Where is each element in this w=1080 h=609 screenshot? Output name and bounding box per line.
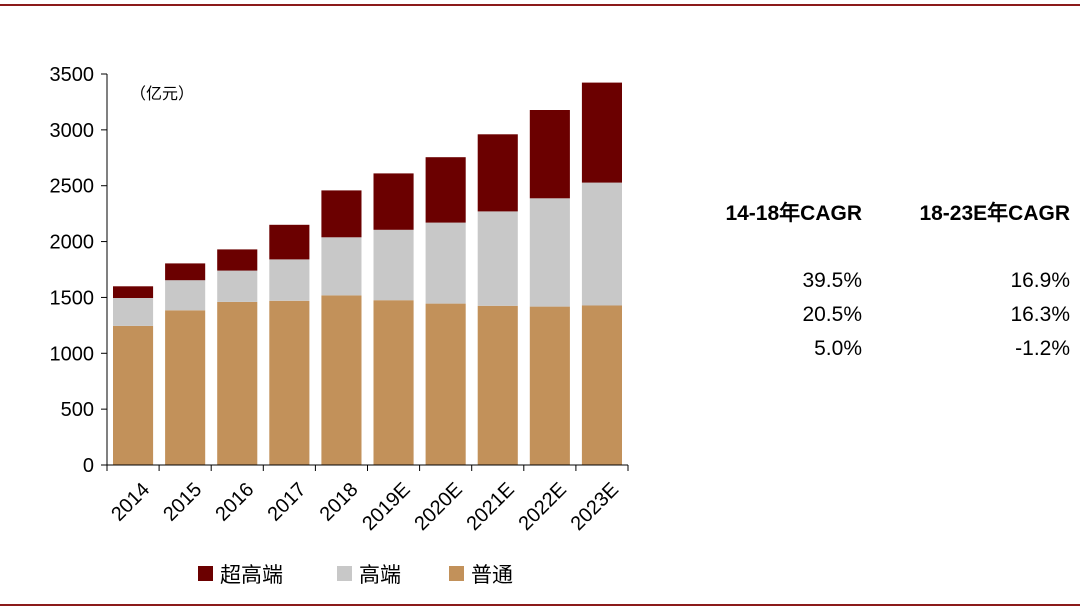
bar-segment xyxy=(269,224,310,260)
bottom-rule xyxy=(0,604,1080,606)
bar-segment xyxy=(165,280,206,311)
bar-segment xyxy=(321,295,362,465)
bar-segment xyxy=(425,222,466,304)
legend-swatch xyxy=(198,566,213,581)
bar-segment xyxy=(113,298,154,326)
cagr-value: 16.3% xyxy=(1010,303,1070,326)
bar-segment xyxy=(581,182,622,306)
unit-label: （亿元） xyxy=(130,84,194,103)
bar-segment xyxy=(269,259,310,301)
x-tick-label: 2023E xyxy=(567,479,623,535)
cagr-table: 14-18年CAGR 18-23E年CAGR 39.5% 16.9% 20.5%… xyxy=(660,196,1070,366)
bar-segment xyxy=(425,157,466,223)
bar-segment xyxy=(321,190,362,238)
bar-segment xyxy=(529,110,570,199)
bar-segment xyxy=(217,301,258,465)
legend-label: 高端 xyxy=(359,563,401,587)
y-tick-label: 2000 xyxy=(50,232,95,254)
cagr-value: 20.5% xyxy=(802,303,862,326)
y-tick-label: 0 xyxy=(83,455,94,477)
bar-segment xyxy=(165,310,206,465)
bar-segment xyxy=(477,211,518,306)
y-tick-label: 3500 xyxy=(50,64,95,86)
bar-segment xyxy=(113,325,154,465)
top-rule xyxy=(0,4,1080,6)
y-tick-label: 1500 xyxy=(50,287,95,309)
y-tick-label: 1000 xyxy=(50,343,95,365)
bar-segment xyxy=(217,270,258,302)
x-tick-label: 2020E xyxy=(410,479,466,535)
legend-swatch xyxy=(449,566,464,581)
bar-segment xyxy=(529,198,570,307)
bar-segment xyxy=(373,300,414,465)
cagr-row-high: 20.5% 16.3% xyxy=(660,298,1070,332)
bar-segment xyxy=(321,237,362,296)
legend: 超高端 高端 普通 xyxy=(198,563,513,587)
legend-label: 超高端 xyxy=(220,563,283,587)
cagr-header-row: 14-18年CAGR 18-23E年CAGR xyxy=(660,196,1070,232)
x-tick-label: 2014 xyxy=(107,479,154,526)
cagr-row-super-high: 39.5% 16.9% xyxy=(660,264,1070,298)
cagr-header-14-18: 14-18年CAGR xyxy=(725,202,862,225)
bar-segment xyxy=(373,229,414,301)
x-tick-label: 2019E xyxy=(358,479,414,535)
y-tick-label: 500 xyxy=(61,399,94,421)
bar-segment xyxy=(581,82,622,183)
bar-segment xyxy=(269,300,310,465)
cagr-header-18-23: 18-23E年CAGR xyxy=(919,202,1070,225)
bar-segment xyxy=(529,306,570,465)
bar-segment xyxy=(113,286,154,298)
x-tick-label: 2018 xyxy=(316,479,363,526)
cagr-value: -1.2% xyxy=(1015,337,1070,360)
x-tick-label: 2017 xyxy=(263,479,310,526)
bar-segment xyxy=(373,173,414,230)
x-tick-label: 2022E xyxy=(515,479,571,535)
bar-segment xyxy=(581,305,622,465)
bar-segment xyxy=(477,305,518,465)
bar-segment xyxy=(165,263,206,281)
bar-segment xyxy=(425,303,466,465)
cagr-value: 5.0% xyxy=(814,337,862,360)
x-tick-label: 2016 xyxy=(211,479,258,526)
y-tick-label: 3000 xyxy=(50,120,95,142)
cagr-row-regular: 5.0% -1.2% xyxy=(660,332,1070,366)
legend-swatch xyxy=(337,566,352,581)
bars-layer xyxy=(113,82,622,465)
x-tick-label: 2021E xyxy=(462,479,518,535)
cagr-value: 16.9% xyxy=(1010,269,1070,292)
cagr-value: 39.5% xyxy=(802,269,862,292)
legend-label: 普通 xyxy=(471,563,513,587)
bar-segment xyxy=(477,134,518,212)
bar-segment xyxy=(217,249,258,271)
y-tick-label: 2500 xyxy=(50,176,95,198)
x-tick-label: 2015 xyxy=(159,479,206,526)
